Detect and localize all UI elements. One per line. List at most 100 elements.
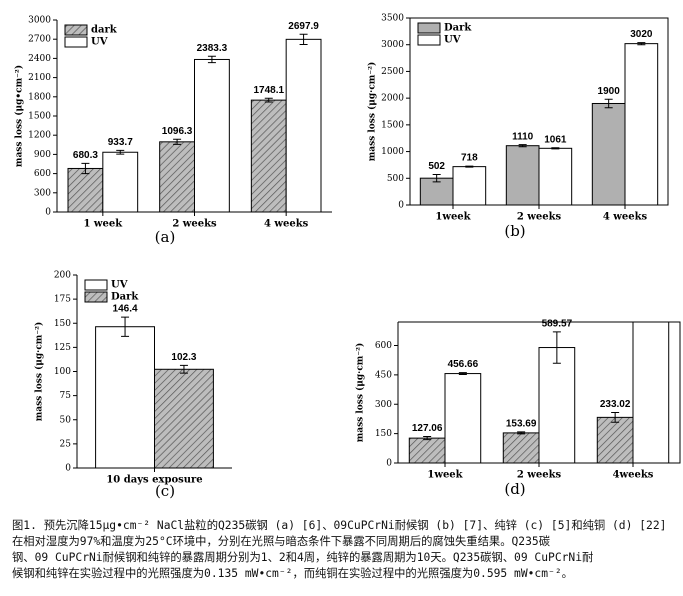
value-label: 2383.3 — [197, 43, 228, 54]
y-tick-label: 1800 — [28, 92, 51, 102]
axis — [56, 20, 332, 213]
y-tick-label: 1200 — [28, 131, 51, 141]
axis — [397, 321, 681, 464]
x-tick-label: 1week — [427, 470, 463, 481]
y-tick-label: 0 — [398, 201, 404, 211]
error-bar — [121, 316, 130, 337]
error-bar — [465, 165, 474, 168]
y-tick-label: 2400 — [28, 54, 51, 64]
y-tick-label: 2700 — [28, 35, 51, 45]
bar — [452, 166, 487, 205]
error-bar — [458, 372, 467, 376]
error-bar — [179, 364, 188, 374]
y-tick-label: 1500 — [28, 112, 51, 122]
axis — [409, 17, 669, 206]
bar — [624, 43, 659, 205]
value-label: 1748.1 — [253, 85, 284, 96]
y-tick-label: 450 — [375, 370, 392, 380]
y-tick-label: 150 — [54, 319, 71, 329]
y-tick-label: 175 — [54, 295, 71, 305]
value-label: 127.06 — [412, 423, 443, 434]
bar — [538, 347, 576, 463]
panel-label: (c) — [155, 482, 175, 500]
value-label: 718 — [461, 153, 478, 164]
value-label: 502 — [428, 161, 445, 172]
y-tick-label: 900 — [34, 150, 51, 160]
value-label: 1096.3 — [162, 126, 193, 137]
caption-line: 图1. 预先沉降15μg•cm⁻² NaCl盐粒的Q235碳钢 (a) [6]、… — [12, 519, 667, 532]
x-tick-label: 2 weeks — [517, 212, 562, 223]
panel-label: (d) — [504, 480, 525, 498]
y-tick-label: 300 — [34, 188, 51, 198]
error-bar — [432, 173, 441, 183]
y-tick-label: 3000 — [28, 16, 51, 26]
bar — [538, 147, 573, 205]
y-tick-label: 200 — [54, 271, 71, 281]
chart: mass loss (μg·cm⁻²) (b) 0 500 1000 1500 2000 25… — [367, 14, 669, 240]
caption-line: 钢、09 CuPCrNi耐候钢和纯锌的暴露周期分别为1、2和4周，纯锌的暴露周期… — [12, 551, 594, 564]
figure: mass loss (μg•cm⁻²)(a)030060090012001500… — [14, 14, 681, 500]
y-tick-label: 150 — [375, 429, 392, 439]
y-tick-label: 100 — [54, 367, 71, 377]
value-label: 1061 — [544, 134, 567, 145]
bar — [154, 368, 214, 468]
bar — [632, 322, 670, 463]
legend-label: Dark — [444, 23, 472, 34]
value-label: 2697.9 — [288, 21, 319, 32]
bar — [102, 151, 139, 212]
legend-label: UV — [111, 280, 128, 291]
y-tick-label: 50 — [60, 415, 72, 425]
legend-swatch — [64, 24, 88, 36]
x-tick-label: 1 week — [83, 219, 123, 230]
legend-label: UV — [444, 35, 461, 46]
legend-swatch — [84, 291, 108, 303]
error-bar — [299, 33, 308, 45]
y-tick-label: 0 — [65, 464, 71, 474]
y-tick-label: 0 — [386, 459, 392, 469]
y-axis-label: mass loss (μg·cm⁻²) — [34, 322, 45, 422]
value-label: 456.66 — [448, 359, 479, 370]
legend-swatch — [84, 279, 108, 291]
panel-label: (a) — [155, 228, 176, 246]
chart: mass loss (μg•cm⁻²) (a) 0 300 600 900 1200 1500… — [14, 16, 332, 246]
axis — [76, 275, 232, 469]
y-tick-label: 600 — [375, 341, 392, 351]
error-bar — [81, 162, 90, 175]
value-label: 146.4 — [113, 304, 138, 315]
legend-swatch — [417, 22, 441, 34]
y-tick-label: 300 — [375, 400, 392, 410]
error-bar — [551, 147, 560, 150]
value-label: 233.02 — [600, 399, 631, 410]
bar — [505, 145, 540, 205]
caption-line: 在相对湿度为97%和温度为25°C环境中，分别在光照与暗态条件下暴露不同周期后的… — [12, 535, 550, 548]
bar — [408, 437, 446, 463]
error-bar — [207, 55, 216, 64]
y-tick-label: 1500 — [381, 120, 404, 130]
y-axis-label: mass loss (μg·cm⁻²) — [367, 62, 378, 162]
legend-label: UV — [91, 37, 108, 48]
value-label: 3020 — [630, 29, 653, 40]
legend-label: Dark — [111, 292, 139, 303]
error-bar — [517, 431, 526, 435]
error-bar — [637, 42, 646, 46]
x-tick-label: 1week — [435, 212, 471, 223]
y-tick-label: 2000 — [381, 94, 404, 104]
y-tick-label: 600 — [34, 169, 51, 179]
legend-swatch — [64, 36, 88, 48]
legend-swatch — [417, 34, 441, 46]
bar — [159, 141, 196, 212]
error-bar — [116, 149, 125, 155]
bar — [591, 102, 626, 205]
caption: 图1. 预先沉降15μg•cm⁻² NaCl盐粒的Q235碳钢 (a) [6]、… — [12, 518, 677, 582]
y-tick-label: 2500 — [381, 67, 404, 77]
y-axis-label: mass loss (μg·cm⁻²) — [355, 343, 366, 443]
bar — [194, 58, 230, 212]
x-tick-label: 2 weeks — [517, 470, 562, 481]
y-tick-label: 3000 — [381, 40, 404, 50]
bar — [95, 326, 155, 468]
error-bar — [552, 331, 561, 364]
value-label: 102.3 — [171, 352, 196, 363]
y-tick-label: 75 — [60, 391, 72, 401]
bar — [444, 373, 482, 463]
